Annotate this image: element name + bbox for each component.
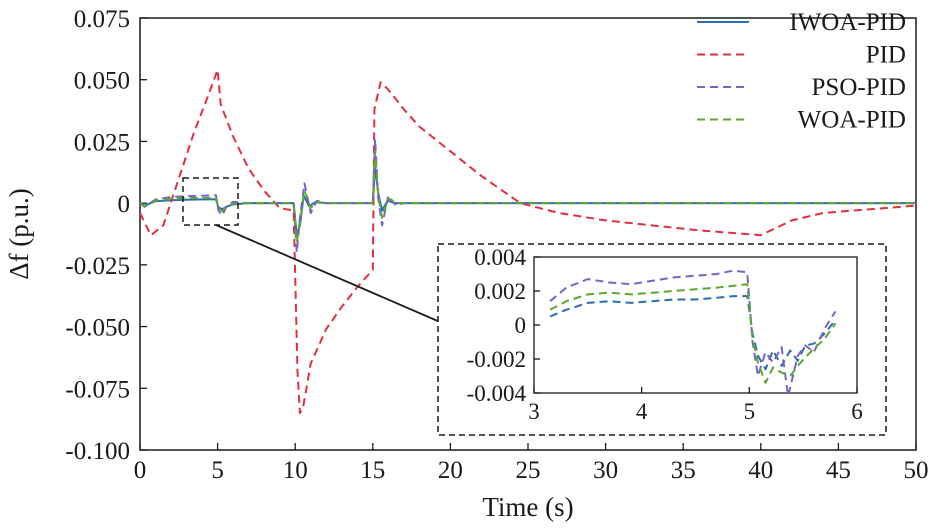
- legend-label-iwoa-pid: IWOA-PID: [789, 9, 906, 36]
- main-series-pso-pid: [139, 138, 916, 254]
- main-y-tick-label: 0.075: [74, 6, 130, 33]
- inset-y-tick-label: 0.002: [474, 279, 526, 304]
- zoom-connector-line: [215, 224, 441, 323]
- legend-label-pid: PID: [866, 42, 906, 69]
- main-series-woa-pid: [139, 150, 916, 244]
- inset-x-tick-label: 3: [528, 399, 540, 424]
- legend-label-pso-pid: PSO-PID: [812, 74, 906, 101]
- main-x-tick-label: 50: [904, 457, 929, 484]
- inset-series-group: [549, 269, 837, 393]
- legend: IWOA-PID PID PSO-PID WOA-PID: [697, 9, 906, 134]
- main-series-pid: [139, 68, 917, 414]
- legend-label-woa-pid: WOA-PID: [798, 107, 906, 134]
- main-series-iwoa-pid: [139, 165, 916, 237]
- main-x-tick-label: 30: [593, 457, 618, 484]
- inset-y-tick-label: 0.004: [474, 245, 526, 270]
- inset-x-tick-label: 5: [744, 399, 756, 424]
- main-y-tick-label: 0.050: [74, 68, 130, 95]
- inset-x-tick-label: 6: [851, 399, 863, 424]
- inset-series-iwoa-pid: [549, 295, 837, 371]
- inset-y-tick-label: -0.002: [467, 347, 526, 372]
- inset-outer-frame: [437, 243, 887, 436]
- inset-series-woa-pid: [549, 283, 837, 384]
- main-y-tick-label: 0.025: [74, 129, 130, 156]
- main-x-tick-label: 20: [438, 457, 463, 484]
- main-y-tick-label: -0.100: [65, 438, 130, 465]
- main-x-tick-label: 35: [671, 457, 696, 484]
- main-x-tick-label: 5: [211, 457, 224, 484]
- main-x-tick-label: 15: [360, 457, 385, 484]
- x-axis-label: Time (s): [482, 492, 573, 522]
- inset-y-tick-label: -0.004: [467, 381, 527, 406]
- main-x-tick-label: 45: [826, 457, 851, 484]
- main-y-tick-label: 0: [118, 191, 131, 218]
- main-series-group: [139, 68, 917, 414]
- main-x-tick-label: 0: [134, 457, 147, 484]
- inset-x-tick-label: 4: [636, 399, 648, 424]
- main-x-tick-label: 25: [516, 457, 541, 484]
- main-y-tick-label: -0.050: [65, 315, 130, 342]
- main-x-tick-label: 10: [283, 457, 308, 484]
- inset-y-tick-label: 0: [515, 313, 527, 338]
- inset-axis-ticks: 3 4 5 6 0.004 0.002 0 -0.002 -0.004: [467, 245, 863, 424]
- zoom-region-box: [182, 177, 239, 226]
- main-y-tick-label: -0.025: [65, 253, 130, 280]
- y-axis-label: Δf (p.u.): [4, 188, 34, 280]
- main-axis-ticks: 0 5 10 15 20 25 30 35 40 45 500.0750.0500.0250-0.0…: [65, 6, 928, 484]
- main-y-tick-label: -0.075: [65, 376, 130, 403]
- main-x-tick-label: 40: [748, 457, 773, 484]
